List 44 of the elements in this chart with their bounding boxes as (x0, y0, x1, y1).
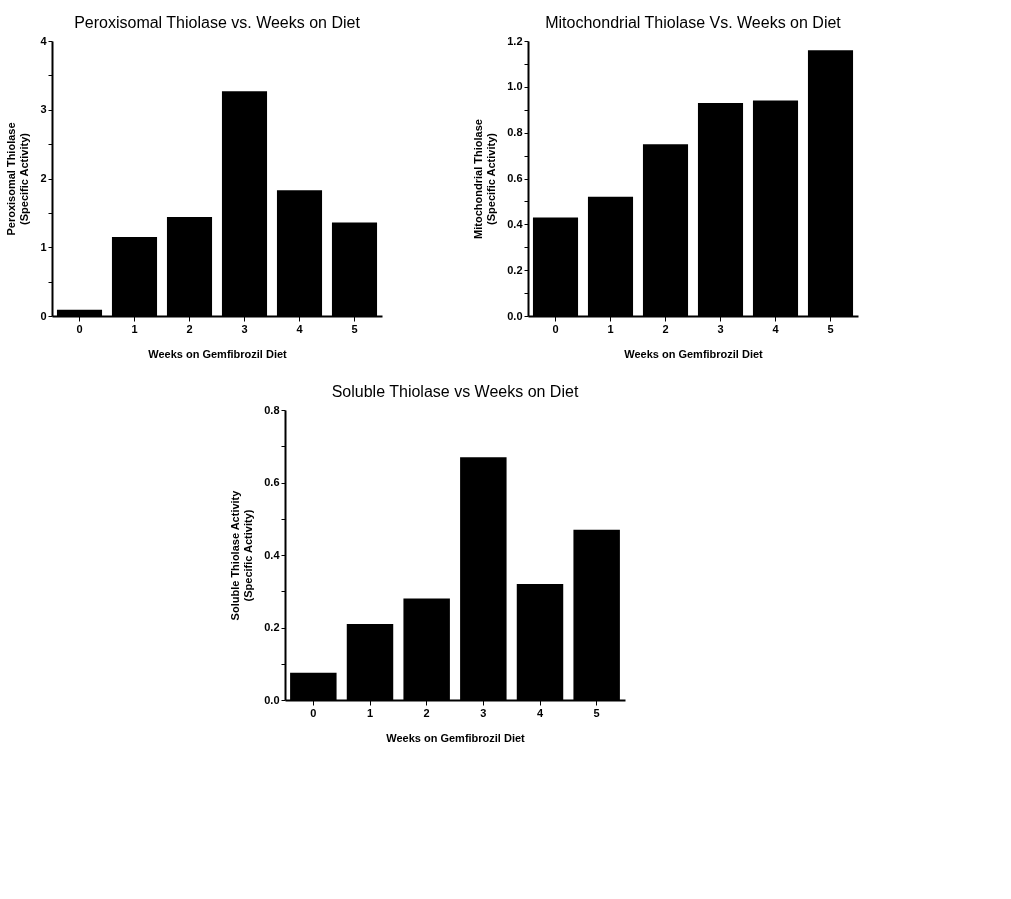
y-tick-label: 0.4 (264, 548, 281, 561)
chart-title: Mitochondrial Thiolase Vs. Weeks on Diet (545, 14, 842, 31)
y-tick-label: 0.0 (264, 693, 280, 706)
y-tick-label: 0.2 (507, 263, 523, 276)
x-tick-label: 0 (76, 322, 83, 335)
y-tick-label: 0.4 (507, 217, 524, 230)
y-tick-label: 0.2 (264, 621, 280, 633)
x-tick-label: 3 (241, 322, 248, 335)
y-tick-label: 2 (40, 172, 47, 184)
y-axis-title: Soluble Thiolase Activity (Specific Activity) (229, 489, 255, 621)
y-tick-label: 1.0 (507, 80, 523, 93)
x-tick-label: 0 (552, 322, 559, 335)
x-tick-label: 2 (423, 706, 430, 719)
x-tick-label: 1 (131, 322, 138, 335)
chart-title: Peroxisomal Thiolase vs. Weeks on Diet (74, 14, 361, 31)
y-tick-label: 4 (40, 34, 48, 47)
x-tick-label: 5 (351, 322, 358, 335)
x-tick-label: 3 (717, 322, 724, 335)
y-tick-label: 0.6 (264, 476, 280, 488)
x-tick-label: 4 (536, 706, 544, 719)
x-tick-label: 5 (827, 322, 834, 335)
x-tick-label: 1 (366, 706, 374, 719)
chart-title: Soluble Thiolase vs Weeks on Diet (331, 383, 579, 400)
y-tick-label: 3 (40, 103, 47, 116)
y-tick-label: 1.2 (507, 34, 523, 47)
y-tick-label: 0 (40, 309, 47, 322)
x-axis-title: Weeks on Gemfibrozil Diet (386, 731, 526, 744)
y-axis-title: Mitochondrial Thiolase (Specific Activity) (472, 119, 498, 239)
y-tick-label: 0.6 (507, 172, 523, 184)
x-axis-title: Weeks on Gemfibrozil Diet (148, 347, 288, 360)
x-tick-label: 1 (607, 322, 614, 335)
x-tick-label: 2 (662, 322, 669, 335)
x-tick-label: 5 (593, 706, 600, 719)
y-tick-label: 1 (40, 240, 47, 253)
y-tick-label: 0.8 (507, 126, 523, 139)
x-tick-label: 4 (772, 322, 780, 335)
y-axis-title: Peroxisomal Thiolase (Specific Activity) (5, 122, 31, 236)
x-tick-label: 3 (480, 706, 487, 719)
x-tick-label: 2 (186, 322, 193, 335)
x-axis-title: Weeks on Gemfibrozil Diet (624, 347, 764, 360)
x-tick-label: 4 (296, 322, 304, 335)
y-tick-label: 0.0 (507, 309, 523, 322)
x-tick-label: 0 (310, 706, 317, 719)
y-tick-label: 0.8 (264, 403, 280, 416)
